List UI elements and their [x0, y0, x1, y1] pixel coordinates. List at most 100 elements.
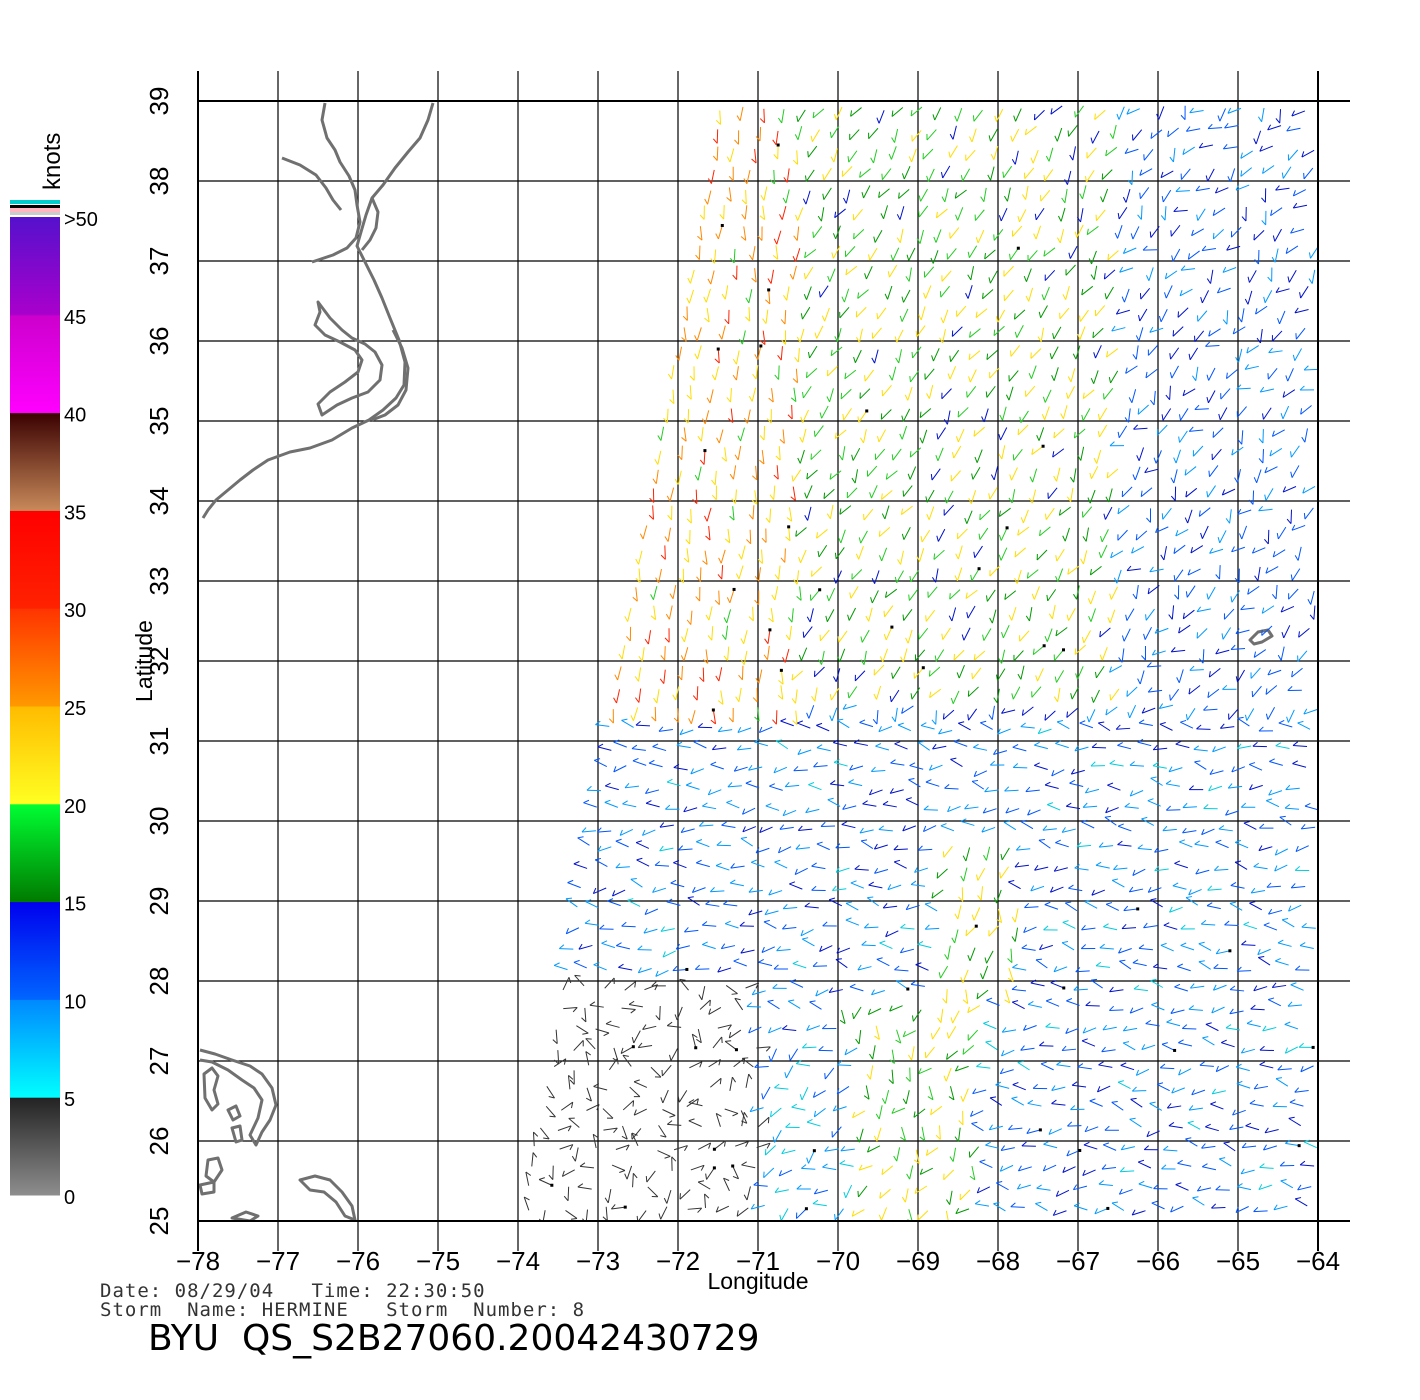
- wind-vector: [553, 1058, 567, 1067]
- wind-vector: [941, 388, 952, 400]
- wind-vector-barb: [854, 865, 860, 870]
- wind-vector-barb: [1073, 1202, 1080, 1207]
- wind-vector-barb: [1285, 1139, 1291, 1144]
- wind-vector-barb: [1017, 673, 1022, 680]
- wind-vector-barb: [1238, 316, 1243, 323]
- wind-vector: [1187, 1122, 1201, 1130]
- wind-vector-barb: [976, 1187, 980, 1194]
- wind-vector-barb: [964, 517, 968, 524]
- wind-vector: [1261, 107, 1265, 122]
- wind-vector: [871, 590, 879, 604]
- wind-vector-barb: [1152, 744, 1158, 751]
- wind-vector-barb: [619, 1170, 626, 1173]
- wind-vector: [775, 245, 779, 260]
- wind-vector: [800, 647, 808, 661]
- wind-vector-barb: [973, 551, 976, 558]
- wind-vector-barb: [1272, 551, 1276, 558]
- wind-vector-barb: [896, 979, 903, 982]
- wind-vector-barb: [889, 695, 892, 702]
- wind-vector-barb: [983, 1020, 990, 1024]
- wind-vector-barb: [748, 254, 754, 261]
- wind-vector-barb: [549, 1115, 556, 1118]
- wind-vector-barb: [998, 554, 1002, 561]
- wind-vector: [619, 829, 634, 836]
- wind-vector-barb: [692, 695, 698, 701]
- wind-vector: [1118, 106, 1125, 120]
- wind-vector: [827, 365, 838, 377]
- wind-vector: [851, 1209, 865, 1217]
- wind-vector: [907, 386, 913, 401]
- wind-vector-barb: [672, 694, 677, 701]
- wind-vector-barb: [829, 715, 833, 722]
- wind-vector-barb: [960, 875, 965, 882]
- wind-vector-barb: [1033, 233, 1037, 240]
- wind-vector-barb: [1290, 883, 1296, 889]
- wind-vector-barb: [738, 674, 743, 681]
- wind-vector-barb: [757, 559, 763, 564]
- wind-vector-barb: [1304, 802, 1311, 807]
- wind-vector: [950, 349, 960, 362]
- wind-vector-barb: [869, 492, 872, 499]
- wind-vector: [923, 825, 937, 832]
- wind-vector-barb: [1254, 575, 1259, 582]
- wind-vector-barb: [759, 118, 765, 124]
- wind-vector-barb: [644, 638, 649, 645]
- wind-vector: [844, 369, 857, 380]
- wind-vector: [958, 664, 965, 679]
- wind-vector: [697, 1181, 711, 1190]
- wind-vector: [1162, 507, 1172, 520]
- wind-vector-barb: [1173, 547, 1176, 554]
- wind-vector: [813, 765, 828, 768]
- wind-vector-barb: [686, 518, 692, 524]
- wind-vector-barb: [822, 1163, 828, 1168]
- wind-vector-barb: [1240, 1168, 1245, 1175]
- wind-vector-barb: [1275, 742, 1282, 747]
- wind-vector: [933, 549, 945, 560]
- wind-vector: [769, 508, 772, 523]
- wind-vector: [1167, 1105, 1182, 1109]
- wind-vector: [791, 1106, 806, 1111]
- wind-vector: [896, 1029, 902, 1044]
- wind-vector-barb: [631, 1037, 635, 1044]
- wind-vector-barb: [958, 721, 965, 724]
- wind-vector: [700, 427, 704, 442]
- wind-vector-barb: [1208, 330, 1211, 337]
- wind-vector-barb: [652, 743, 659, 748]
- wind-vector: [1249, 902, 1262, 911]
- wind-vector-barb: [818, 659, 823, 665]
- wind-vector: [1219, 530, 1227, 544]
- wind-vector: [1310, 246, 1318, 259]
- wind-vector-barb: [1105, 807, 1109, 813]
- wind-vector-barb: [776, 739, 783, 742]
- wind-vector: [1150, 899, 1163, 908]
- wind-vector: [1237, 717, 1250, 727]
- wind-vector: [737, 445, 742, 460]
- wind-vector-barb: [860, 659, 865, 665]
- wind-vector: [1288, 269, 1297, 283]
- wind-vector: [1117, 844, 1132, 847]
- wind-vector: [1130, 1007, 1144, 1014]
- wind-vector: [952, 1010, 960, 1024]
- wind-vector: [1294, 348, 1302, 361]
- wind-vector: [1304, 805, 1318, 811]
- wind-vector: [585, 1209, 588, 1221]
- wind-vector-barb: [592, 1133, 599, 1139]
- wind-vector: [1138, 447, 1145, 461]
- wind-vector-barb: [1113, 577, 1118, 584]
- wind-vector-barb: [805, 807, 810, 813]
- wind-vector-barb: [708, 1008, 712, 1015]
- wind-vector: [908, 779, 921, 788]
- wind-vector: [956, 567, 963, 582]
- wind-vector-barb: [1099, 631, 1101, 638]
- wind-vector-barb: [607, 898, 614, 902]
- wind-vector: [892, 448, 902, 461]
- wind-vector: [703, 450, 706, 465]
- wind-vector: [823, 167, 832, 181]
- wind-vector-barb: [539, 1218, 542, 1221]
- coastline: [198, 102, 1274, 1221]
- wind-vector-barb: [885, 591, 888, 598]
- wind-vector: [918, 848, 933, 851]
- wind-vector-barb: [842, 413, 845, 421]
- wind-vector: [869, 248, 878, 261]
- wind-vector: [989, 270, 998, 284]
